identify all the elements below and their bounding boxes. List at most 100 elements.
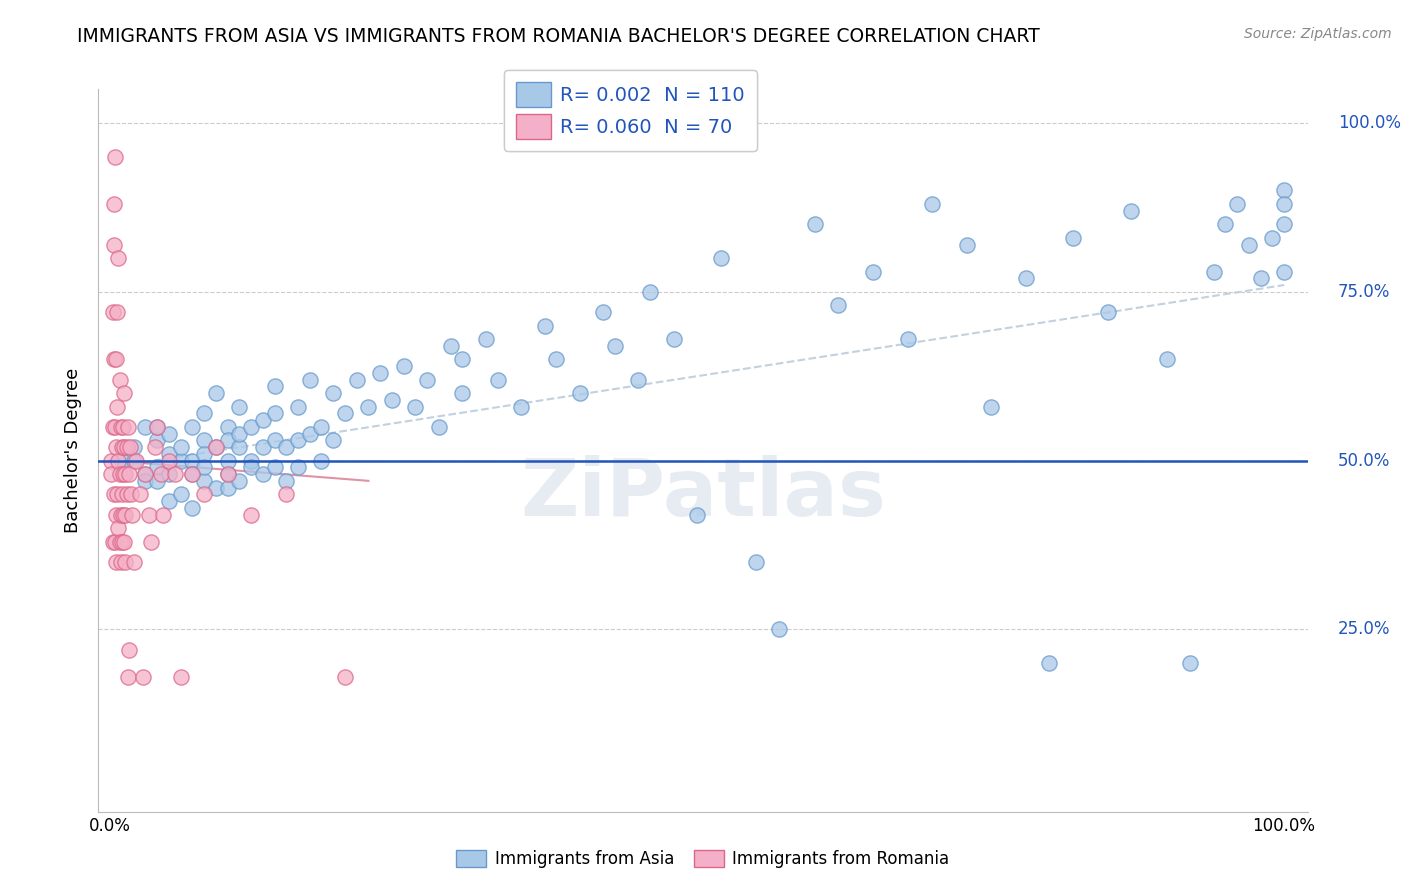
Point: [1272, 264, 1295, 278]
Point: [392, 359, 415, 373]
Point: [111, 534, 134, 549]
Text: 100.0%: 100.0%: [1339, 114, 1400, 132]
Point: [1180, 656, 1202, 670]
Point: [105, 555, 128, 569]
Point: [204, 481, 226, 495]
Point: [118, 467, 141, 481]
Point: [120, 487, 142, 501]
Point: [101, 534, 124, 549]
Point: [333, 406, 356, 420]
Point: [122, 555, 145, 569]
Point: [827, 298, 849, 312]
Point: [103, 487, 125, 501]
Point: [146, 434, 169, 448]
Point: [110, 420, 132, 434]
Point: [980, 400, 1002, 414]
Point: [104, 534, 127, 549]
Point: [105, 487, 128, 501]
Point: [662, 332, 685, 346]
Point: [169, 453, 191, 467]
Point: [100, 467, 122, 481]
Point: [181, 467, 204, 481]
Point: [110, 555, 132, 569]
Point: [252, 467, 274, 481]
Point: [138, 508, 160, 522]
Point: [510, 400, 533, 414]
Point: [112, 386, 135, 401]
Point: [710, 251, 733, 265]
Point: [568, 386, 591, 401]
Point: [686, 508, 709, 522]
Point: [451, 352, 474, 367]
Point: [1250, 271, 1272, 285]
Point: [193, 447, 215, 461]
Point: [100, 453, 122, 467]
Point: [298, 373, 321, 387]
Point: [287, 400, 309, 414]
Point: [157, 494, 180, 508]
Point: [263, 379, 285, 393]
Point: [862, 264, 884, 278]
Point: [1121, 203, 1143, 218]
Point: [897, 332, 920, 346]
Point: [333, 670, 356, 684]
Point: [1237, 237, 1260, 252]
Point: [169, 440, 191, 454]
Point: [134, 467, 156, 481]
Point: [157, 447, 180, 461]
Point: [287, 434, 309, 448]
Point: [475, 332, 498, 346]
Point: [204, 440, 226, 454]
Point: [152, 508, 174, 522]
Point: [111, 453, 134, 467]
Point: [101, 305, 124, 319]
Point: [141, 534, 163, 549]
Point: [163, 467, 186, 481]
Point: [204, 440, 226, 454]
Text: Source: ZipAtlas.com: Source: ZipAtlas.com: [1244, 27, 1392, 41]
Point: [120, 440, 142, 454]
Point: [276, 474, 298, 488]
Point: [128, 487, 150, 501]
Point: [217, 481, 239, 495]
Point: [114, 555, 136, 569]
Point: [112, 467, 135, 481]
Point: [276, 440, 298, 454]
Point: [134, 467, 156, 481]
Point: [298, 426, 321, 441]
Point: [157, 453, 180, 467]
Point: [228, 474, 250, 488]
Point: [125, 453, 148, 467]
Point: [592, 305, 614, 319]
Point: [103, 237, 125, 252]
Point: [112, 508, 135, 522]
Point: [346, 373, 368, 387]
Point: [193, 406, 215, 420]
Point: [921, 197, 943, 211]
Point: [357, 400, 380, 414]
Point: [217, 453, 239, 467]
Point: [240, 460, 263, 475]
Point: [322, 434, 344, 448]
Point: [122, 453, 145, 467]
Point: [105, 305, 128, 319]
Point: [546, 352, 568, 367]
Point: [451, 386, 474, 401]
Point: [1215, 217, 1237, 231]
Point: [745, 555, 768, 569]
Point: [193, 474, 215, 488]
Point: [108, 467, 131, 481]
Point: [117, 670, 139, 684]
Point: [157, 467, 180, 481]
Point: [114, 467, 136, 481]
Point: [228, 400, 250, 414]
Point: [240, 508, 263, 522]
Point: [228, 440, 250, 454]
Point: [122, 440, 145, 454]
Point: [149, 467, 172, 481]
Point: [103, 352, 125, 367]
Point: [217, 420, 239, 434]
Legend: Immigrants from Asia, Immigrants from Romania: Immigrants from Asia, Immigrants from Ro…: [450, 843, 956, 875]
Point: [110, 508, 132, 522]
Point: [105, 352, 128, 367]
